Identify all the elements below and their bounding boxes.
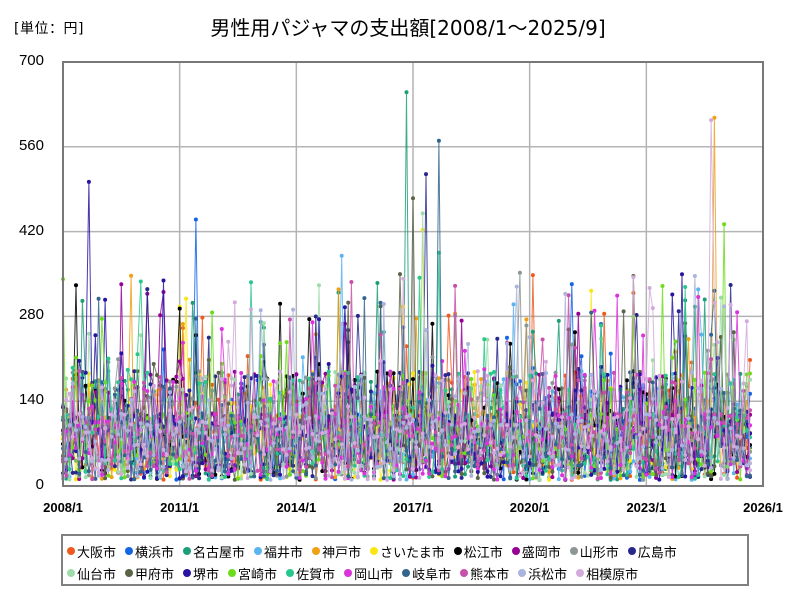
- legend-item: 仙台市: [67, 564, 116, 583]
- series-markers: [61, 118, 752, 482]
- legend-marker-icon: [254, 547, 263, 555]
- x-tick-label: 2026/1: [743, 500, 783, 515]
- legend-label: 宮崎市: [238, 567, 278, 583]
- x-tick-label: 2020/1: [509, 500, 550, 515]
- chart-title: 男性用パジャマの支出額[2008/1～2025/9]: [210, 16, 606, 40]
- legend-item: 岐阜市: [402, 564, 451, 583]
- plot-area: [61, 61, 764, 487]
- y-tick-label: 0: [35, 476, 44, 493]
- legend-marker-icon: [67, 569, 75, 577]
- legend-item: 福井市: [254, 542, 303, 561]
- legend-row: 仙台市 甲府市 堺市 宮崎市 佐賀市 岡山市 岐阜市 熊本市 浜松市 相模原市: [67, 563, 647, 583]
- legend-item: 宮崎市: [228, 564, 277, 583]
- legend-marker-icon: [125, 569, 134, 577]
- legend-marker-icon: [344, 569, 353, 577]
- legend-marker-icon: [183, 569, 192, 577]
- legend-label: 松江市: [463, 545, 503, 561]
- legend: 大阪市 横浜市 名古屋市 福井市 神戸市 さいたま市 松江市 盛岡市 山形市 広島市 仙台市 甲府市…: [61, 534, 749, 586]
- legend-marker-icon: [125, 547, 134, 555]
- y-tick-label: 140: [18, 391, 44, 409]
- legend-label: 岡山市: [354, 567, 394, 583]
- y-tick-label: 420: [18, 221, 44, 239]
- legend-label: 相模原市: [586, 567, 639, 583]
- legend-marker-icon: [576, 569, 585, 577]
- x-tick-label: 2008/1: [43, 500, 83, 515]
- legend-item: 甲府市: [125, 564, 174, 583]
- legend-marker-icon: [627, 547, 636, 555]
- legend-item: 浜松市: [518, 564, 567, 583]
- legend-item: さいたま市: [370, 542, 445, 561]
- y-tick-label: 560: [18, 136, 44, 154]
- legend-marker-icon: [569, 547, 578, 555]
- legend-marker-icon: [460, 569, 469, 577]
- legend-item: 松江市: [453, 542, 503, 561]
- legend-label: 浜松市: [528, 567, 568, 583]
- legend-item: 大阪市: [67, 542, 116, 561]
- legend-label: 横浜市: [135, 545, 175, 561]
- legend-row: 大阪市 横浜市 名古屋市 福井市 神戸市 さいたま市 松江市 盛岡市 山形市 広島市: [67, 541, 686, 561]
- legend-item: 熊本市: [460, 564, 509, 583]
- y-tick-label: 700: [18, 52, 44, 69]
- y-tick-label: 280: [18, 306, 44, 324]
- legend-label: 仙台市: [77, 567, 117, 583]
- legend-label: 広島市: [637, 545, 677, 561]
- series-lines: [61, 90, 752, 482]
- legend-item: 堺市: [183, 564, 219, 583]
- legend-marker-icon: [511, 547, 520, 555]
- legend-label: 甲府市: [135, 567, 175, 583]
- legend-label: 堺市: [193, 567, 220, 583]
- legend-item: 横浜市: [125, 542, 174, 561]
- legend-item: 盛岡市: [511, 542, 561, 561]
- legend-item: 山形市: [569, 542, 619, 561]
- legend-item: 名古屋市: [183, 542, 245, 561]
- x-tick-label: 2023/1: [626, 500, 667, 515]
- x-tick-label: 2011/1: [160, 500, 200, 515]
- legend-label: 名古屋市: [193, 545, 246, 561]
- legend-label: 神戸市: [322, 545, 362, 561]
- legend-marker-icon: [402, 569, 411, 577]
- legend-marker-icon: [228, 569, 237, 577]
- legend-label: 熊本市: [470, 567, 510, 583]
- legend-marker-icon: [518, 569, 527, 577]
- legend-item: 広島市: [627, 542, 677, 561]
- legend-marker-icon: [67, 547, 75, 555]
- legend-label: 山形市: [579, 545, 619, 561]
- x-tick-label: 2017/1: [393, 500, 433, 515]
- legend-label: 佐賀市: [296, 567, 336, 583]
- legend-marker-icon: [312, 547, 321, 555]
- legend-label: 岐阜市: [412, 567, 452, 583]
- x-tick-label: 2014/1: [276, 500, 317, 515]
- plot-frame: [62, 61, 764, 487]
- unit-label: [単位：円]: [14, 21, 84, 37]
- legend-marker-icon: [370, 547, 379, 555]
- legend-marker-icon: [453, 547, 462, 555]
- legend-item: 佐賀市: [286, 564, 335, 583]
- legend-item: 相模原市: [576, 564, 638, 583]
- legend-label: さいたま市: [380, 545, 445, 561]
- legend-item: 神戸市: [312, 542, 361, 561]
- legend-item: 岡山市: [344, 564, 393, 583]
- legend-label: 大阪市: [77, 545, 117, 561]
- legend-marker-icon: [286, 569, 295, 577]
- legend-marker-icon: [183, 547, 192, 555]
- series-markers: [61, 274, 752, 482]
- legend-label: 福井市: [264, 545, 304, 561]
- legend-label: 盛岡市: [521, 545, 561, 561]
